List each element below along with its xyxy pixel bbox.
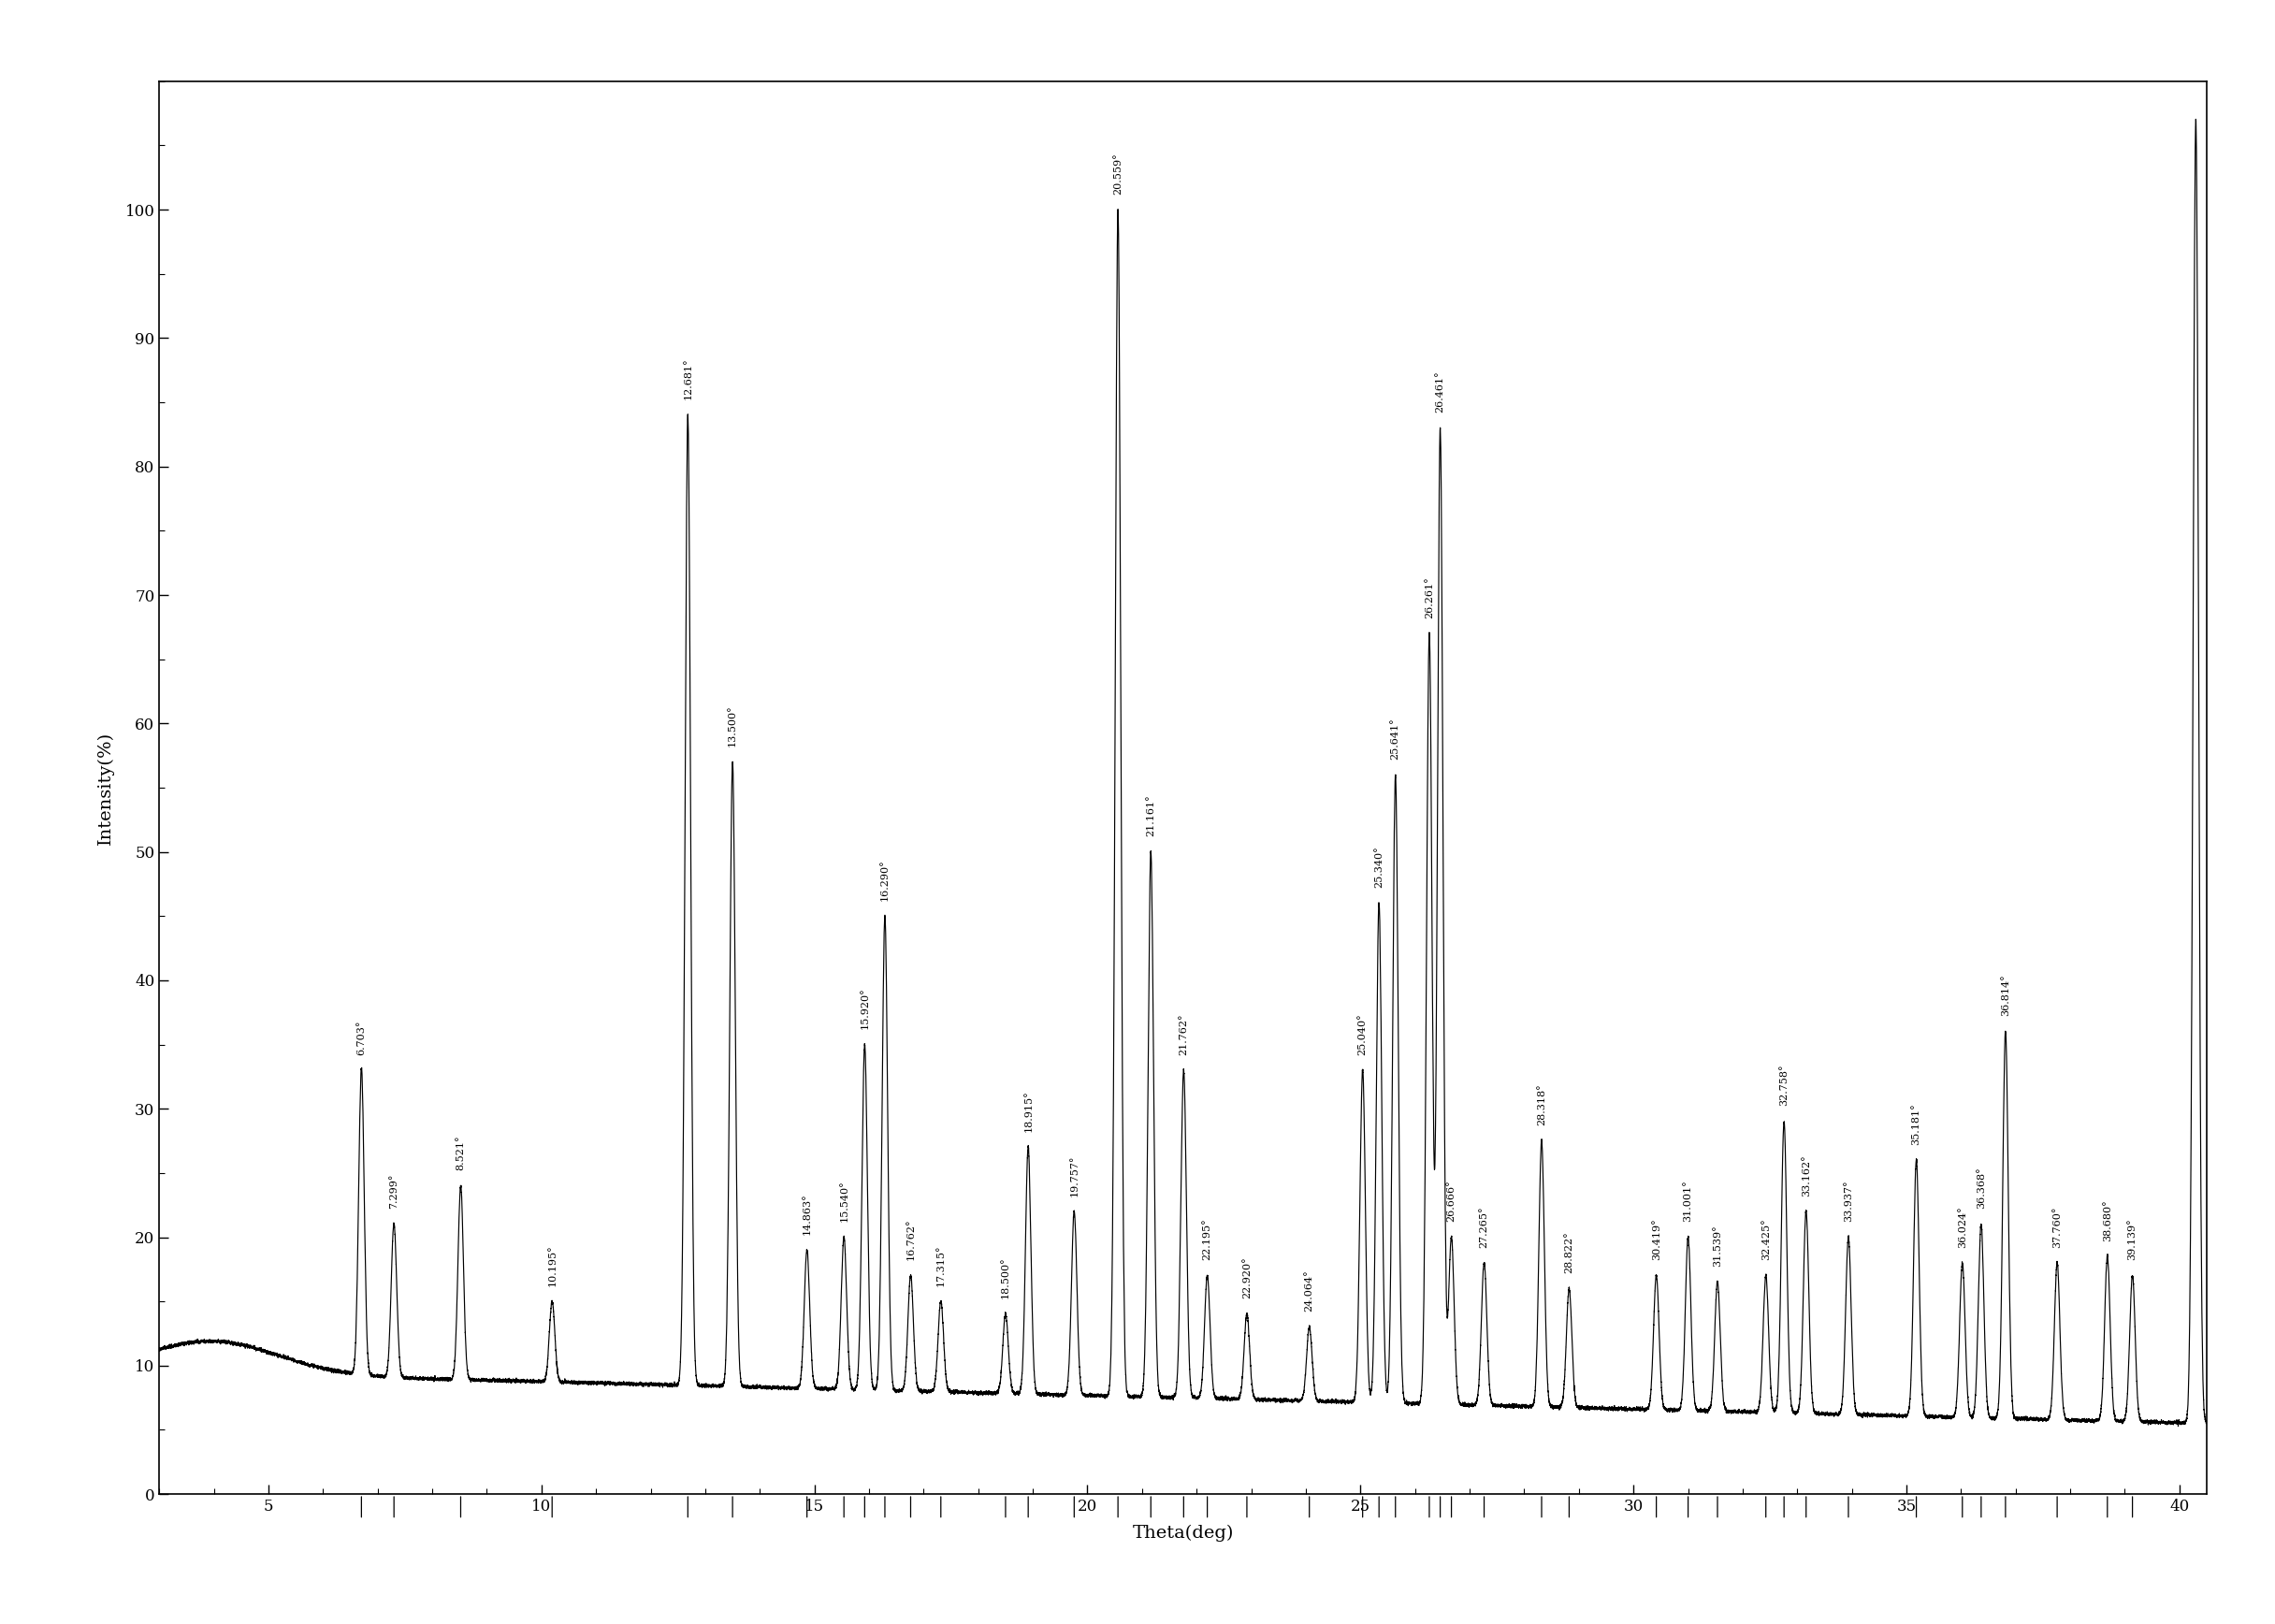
Text: 30.419°: 30.419° xyxy=(1652,1218,1661,1260)
Text: 38.680°: 38.680° xyxy=(2102,1199,2111,1241)
Text: 32.758°: 32.758° xyxy=(1779,1065,1788,1106)
Text: 16.290°: 16.290° xyxy=(880,859,890,901)
Text: 15.920°: 15.920° xyxy=(860,987,869,1030)
Text: 27.265°: 27.265° xyxy=(1479,1207,1488,1247)
Text: 12.681°: 12.681° xyxy=(683,357,692,400)
Text: 6.703°: 6.703° xyxy=(357,1020,366,1056)
Y-axis label: Intensity(%): Intensity(%) xyxy=(98,731,114,844)
Text: 21.161°: 21.161° xyxy=(1147,794,1156,836)
Text: 20.559°: 20.559° xyxy=(1112,153,1122,195)
Text: 25.641°: 25.641° xyxy=(1390,718,1399,760)
Text: 15.540°: 15.540° xyxy=(839,1181,849,1221)
Text: 32.425°: 32.425° xyxy=(1761,1218,1770,1260)
Text: 22.195°: 22.195° xyxy=(1203,1218,1213,1260)
Text: 19.757°: 19.757° xyxy=(1069,1155,1078,1197)
Text: 25.340°: 25.340° xyxy=(1374,846,1383,888)
Text: 13.500°: 13.500° xyxy=(728,705,737,747)
Text: 22.920°: 22.920° xyxy=(1242,1257,1251,1299)
Text: 26.461°: 26.461° xyxy=(1436,370,1445,412)
Text: 18.915°: 18.915° xyxy=(1024,1090,1033,1132)
Text: 35.181°: 35.181° xyxy=(1911,1103,1920,1145)
Text: 36.368°: 36.368° xyxy=(1977,1168,1986,1208)
Text: 28.822°: 28.822° xyxy=(1565,1231,1574,1273)
Text: 7.299°: 7.299° xyxy=(389,1174,398,1208)
Text: 36.024°: 36.024° xyxy=(1959,1205,1968,1247)
Text: 31.539°: 31.539° xyxy=(1713,1224,1722,1267)
Text: 25.040°: 25.040° xyxy=(1358,1013,1367,1056)
Text: 17.315°: 17.315° xyxy=(937,1244,946,1286)
Text: 28.318°: 28.318° xyxy=(1538,1083,1547,1125)
Text: 24.064°: 24.064° xyxy=(1304,1270,1315,1312)
Text: 16.762°: 16.762° xyxy=(905,1218,915,1260)
Text: 33.937°: 33.937° xyxy=(1843,1181,1854,1221)
Text: 21.762°: 21.762° xyxy=(1178,1013,1188,1056)
Text: 10.195°: 10.195° xyxy=(548,1244,557,1286)
Text: 39.139°: 39.139° xyxy=(2127,1218,2136,1260)
Text: 14.863°: 14.863° xyxy=(803,1194,812,1234)
Text: 36.814°: 36.814° xyxy=(2000,974,2011,1017)
Text: 18.500°: 18.500° xyxy=(1001,1257,1010,1299)
Text: 26.666°: 26.666° xyxy=(1447,1181,1456,1221)
Text: 26.261°: 26.261° xyxy=(1424,577,1433,619)
Text: 31.001°: 31.001° xyxy=(1684,1181,1693,1221)
X-axis label: Theta(deg): Theta(deg) xyxy=(1133,1525,1233,1543)
Text: 33.162°: 33.162° xyxy=(1802,1155,1811,1197)
Text: 8.521°: 8.521° xyxy=(455,1135,466,1171)
Text: 37.760°: 37.760° xyxy=(2052,1207,2061,1247)
